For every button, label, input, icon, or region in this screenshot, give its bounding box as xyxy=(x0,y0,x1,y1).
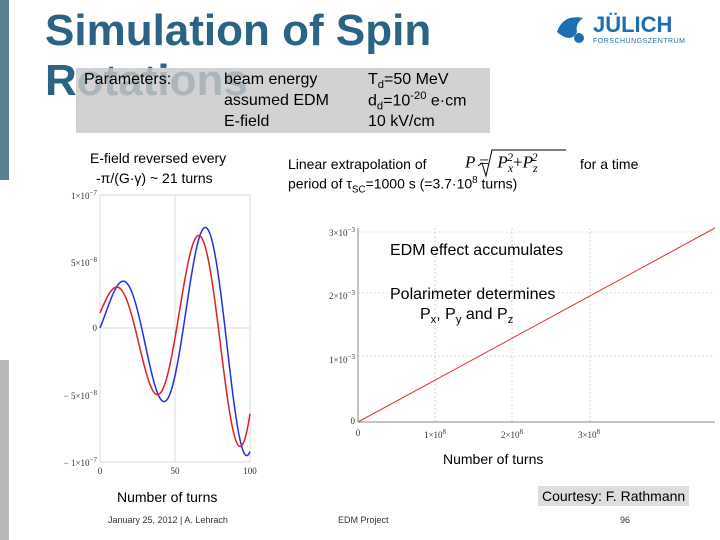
tick-label: 0 xyxy=(350,416,356,426)
tick-label: 3×108 xyxy=(577,428,601,440)
tick-label: 2×108 xyxy=(500,428,524,440)
tick-label: 5×10−8 xyxy=(70,255,97,268)
formula: P = Px2+Pz2 xyxy=(465,150,538,176)
logo-name: JÜLICH xyxy=(593,12,673,37)
side-bar-top xyxy=(0,0,9,180)
red-line xyxy=(357,227,716,423)
footer-page: 96 xyxy=(620,515,631,525)
tick-label: 0 xyxy=(355,428,361,438)
annotation: Px, Py and Pz xyxy=(420,306,514,327)
parameter-value: Td=50 MeV xyxy=(368,71,449,92)
right-text: for a time xyxy=(580,156,639,172)
logo-icon xyxy=(557,17,584,43)
parameter-value: 10 kV/cm xyxy=(368,113,435,130)
x-label: Number of turns xyxy=(443,451,544,467)
blue-curve xyxy=(99,226,251,457)
left-note: E-field reversed every xyxy=(90,150,227,166)
logo: JÜLICH FORSCHUNGSZENTRUM xyxy=(553,12,685,51)
courtesy: Courtesy: F. Rathmann xyxy=(538,486,690,506)
x-label: Number of turns xyxy=(117,489,218,505)
tick-label: 100 xyxy=(243,466,257,476)
tick-label: 0 xyxy=(97,466,103,476)
tick-label: 0 xyxy=(92,322,98,333)
footer-date: January 25, 2012 | A. Lehrach xyxy=(108,515,228,525)
parameter-label: Parameters: xyxy=(84,71,172,88)
tick-label: 1×10−3 xyxy=(328,352,355,365)
annotation: Polarimeter determines xyxy=(390,286,556,303)
parameter-value: dd=10-20 e·cm xyxy=(368,90,467,113)
tick-label: 3×10−3 xyxy=(328,226,355,238)
parameter-name: beam energy xyxy=(224,71,318,88)
red-curve xyxy=(99,234,251,448)
footer-project: EDM Project xyxy=(338,515,389,525)
tick-label: − 1×10−7 xyxy=(63,456,97,468)
left-note: -π/(G·γ) ~ 21 turns xyxy=(96,170,213,186)
right-text: Linear extrapolation of xyxy=(288,156,427,172)
right-grid xyxy=(358,228,715,422)
side-bar-bottom xyxy=(0,360,9,540)
tick-label: 1×10−7 xyxy=(70,189,97,201)
left-frame xyxy=(99,194,251,463)
parameter-box: Parameters: beam energy assumed EDM E-fi… xyxy=(76,68,490,133)
right-text: period of τSC=1000 s (=3.7·108 turns) xyxy=(288,175,518,196)
tick-label: − 5×10−8 xyxy=(63,389,97,402)
tick-label: 50 xyxy=(170,466,180,476)
annotation: EDM effect accumulates xyxy=(390,242,564,259)
tick-label: 2×10−3 xyxy=(328,289,355,302)
parameter-name: E-field xyxy=(224,113,270,130)
logo-subtitle: FORSCHUNGSZENTRUM xyxy=(593,38,686,45)
sqrt-sign xyxy=(477,149,566,178)
parameter-name: assumed EDM xyxy=(224,92,329,109)
tick-label: 1×108 xyxy=(423,428,447,440)
